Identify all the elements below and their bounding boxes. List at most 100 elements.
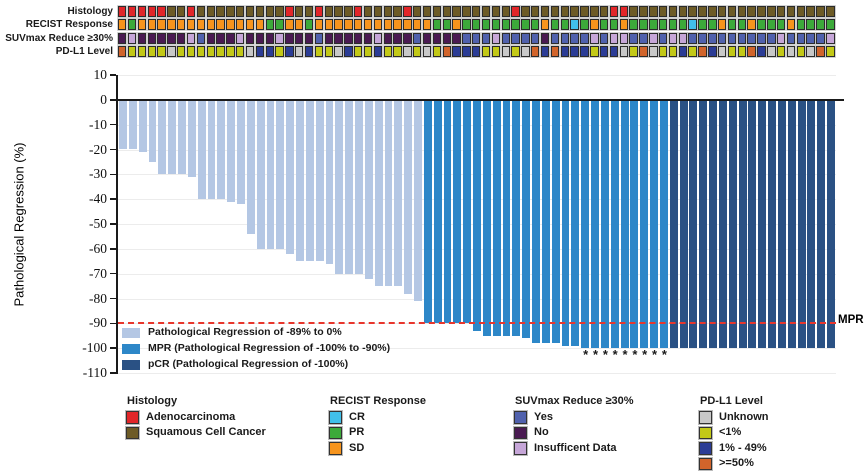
annotation-cell xyxy=(127,6,137,18)
annotation-cell xyxy=(806,32,815,44)
y-axis-tick xyxy=(110,223,116,225)
legend-swatch xyxy=(514,426,527,439)
annotation-cell xyxy=(255,45,265,57)
annotation-cell xyxy=(806,6,815,18)
annotation-cell xyxy=(275,6,284,18)
annotation-cell xyxy=(127,45,137,57)
annotation-cell xyxy=(501,32,510,44)
annotation-cell xyxy=(216,45,225,57)
annotation-cell xyxy=(393,32,402,44)
annotation-cell xyxy=(737,6,747,18)
annotation-cell xyxy=(501,45,510,57)
waterfall-bar xyxy=(610,100,619,349)
legend-label: PR xyxy=(349,426,365,438)
y-tick-label: -20 xyxy=(89,141,107,157)
annotation-cell xyxy=(137,19,147,31)
y-axis-tick xyxy=(110,372,116,374)
annotation-cell xyxy=(167,19,176,31)
legend-label: No xyxy=(534,426,549,438)
annotation-cell xyxy=(118,6,127,18)
annotation-cell xyxy=(206,32,215,44)
annotation-cell xyxy=(186,32,196,44)
waterfall-bar xyxy=(787,100,796,349)
annotation-cell xyxy=(452,19,461,31)
annotation-cell xyxy=(619,19,628,31)
annotation-cell xyxy=(304,32,314,44)
waterfall-bar xyxy=(541,100,550,344)
waterfall-bar xyxy=(128,100,137,150)
waterfall-bar xyxy=(650,100,658,349)
annotation-cell xyxy=(354,19,363,31)
annotation-cell xyxy=(826,32,835,44)
annotation-cell xyxy=(422,45,432,57)
legend-swatch xyxy=(514,442,527,455)
annotation-cell xyxy=(540,32,550,44)
annotation-cell xyxy=(157,45,166,57)
annotation-cell xyxy=(678,45,688,57)
waterfall-bar xyxy=(138,100,147,152)
annotation-cell xyxy=(747,6,756,18)
annotation-cell xyxy=(796,32,806,44)
waterfall-bar xyxy=(384,100,393,287)
waterfall-bar xyxy=(502,100,511,336)
annotation-cell xyxy=(639,45,648,57)
annotation-cell xyxy=(599,6,609,18)
annotation-cell xyxy=(422,32,432,44)
annotation-cell xyxy=(452,45,461,57)
waterfall-bar xyxy=(591,100,599,349)
annotation-cell xyxy=(816,19,825,31)
annotation-cell xyxy=(708,32,717,44)
annotation-cell xyxy=(599,45,609,57)
asterisk-marker: * xyxy=(661,347,667,362)
annotation-cell xyxy=(344,45,353,57)
annotation-cell xyxy=(442,19,451,31)
annotation-cell xyxy=(698,6,707,18)
annotation-cell xyxy=(334,45,343,57)
annotation-cell xyxy=(432,19,442,31)
annotation-cell xyxy=(255,19,265,31)
annotation-cell xyxy=(177,32,186,44)
annotation-cell xyxy=(727,19,737,31)
annotation-cell xyxy=(226,32,235,44)
waterfall-bar xyxy=(119,100,127,150)
annotation-cell xyxy=(403,32,412,44)
waterfall-bar xyxy=(227,100,236,202)
waterfall-bar xyxy=(817,100,826,349)
legend-swatch xyxy=(329,411,342,424)
y-tick-label: -80 xyxy=(89,290,107,306)
legend-label: Insufficent Data xyxy=(534,441,617,454)
annotation-cell xyxy=(599,32,609,44)
y-axis-tick xyxy=(110,74,116,76)
waterfall-bar xyxy=(600,100,609,349)
annotation-cell xyxy=(590,32,599,44)
waterfall-bar xyxy=(827,100,836,349)
y-axis-tick xyxy=(110,198,116,200)
annotation-cell xyxy=(462,32,471,44)
annotation-cell xyxy=(432,32,442,44)
plot-legend-swatch xyxy=(122,328,140,338)
waterfall-bar xyxy=(286,100,295,254)
waterfall-bar xyxy=(797,100,806,349)
annotation-cell xyxy=(314,32,324,44)
annotation-cell xyxy=(285,45,294,57)
waterfall-bar xyxy=(246,100,255,234)
annotation-cell xyxy=(216,32,225,44)
waterfall-bar xyxy=(561,100,570,346)
annotation-cell xyxy=(118,32,127,44)
annotation-cell xyxy=(334,6,343,18)
annotation-cell xyxy=(265,19,274,31)
annotation-cell xyxy=(344,6,353,18)
y-axis-tick xyxy=(110,99,116,101)
annotation-cell xyxy=(206,45,215,57)
annotation-cell xyxy=(186,19,196,31)
annotation-cell xyxy=(491,6,501,18)
annotation-cell xyxy=(472,6,481,18)
y-axis-tick xyxy=(110,248,116,250)
annotation-cell xyxy=(757,32,766,44)
annotation-cell xyxy=(177,6,186,18)
annotation-cell xyxy=(717,19,727,31)
y-axis-tick xyxy=(110,272,116,275)
annotation-cell xyxy=(619,45,628,57)
annotation-cell xyxy=(363,6,373,18)
